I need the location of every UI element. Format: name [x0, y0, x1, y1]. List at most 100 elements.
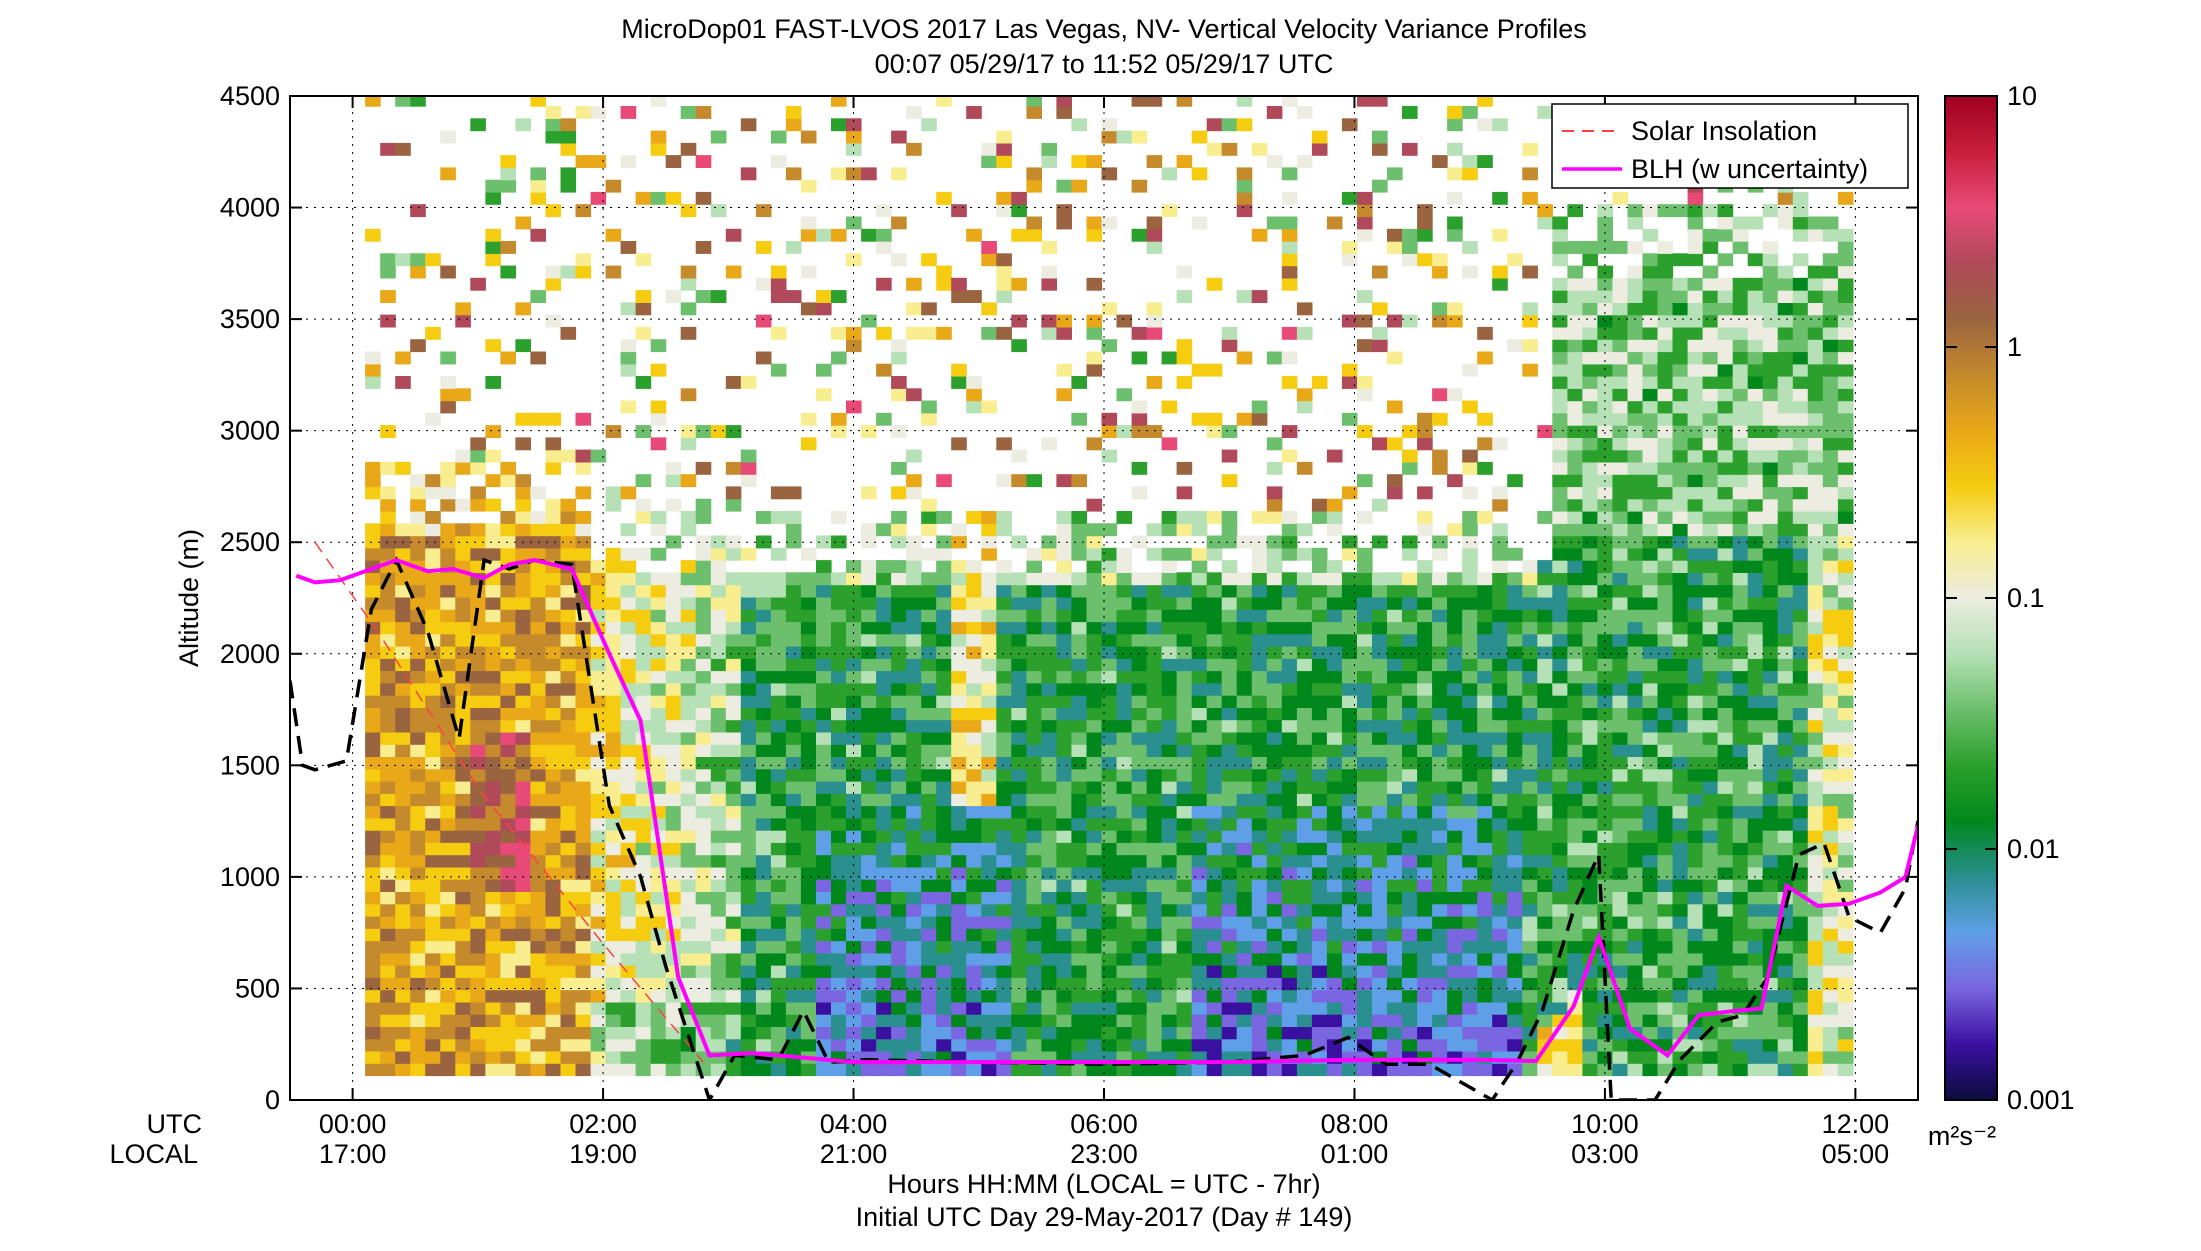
- heatmap-cell: [1237, 1026, 1253, 1039]
- heatmap-cell: [951, 732, 967, 745]
- heatmap-cell: [380, 965, 396, 978]
- heatmap-cell: [786, 683, 802, 696]
- heatmap-cell: [651, 1063, 667, 1076]
- heatmap-cell: [1207, 793, 1223, 806]
- heatmap-cell: [1192, 707, 1208, 720]
- heatmap-cell: [696, 621, 712, 634]
- heatmap-cell: [1628, 327, 1644, 340]
- heatmap-cell: [1703, 266, 1719, 279]
- heatmap-cell: [1237, 352, 1253, 365]
- heatmap-cell: [726, 867, 742, 880]
- heatmap-cell: [1147, 695, 1163, 708]
- heatmap-cell: [1462, 462, 1478, 475]
- heatmap-cell: [636, 818, 652, 831]
- heatmap-cell: [1582, 486, 1598, 499]
- heatmap-cell: [1643, 302, 1659, 315]
- heatmap-cell: [1026, 1002, 1042, 1015]
- heatmap-cell: [1537, 621, 1553, 634]
- heatmap-cell: [636, 609, 652, 622]
- heatmap-cell: [1252, 830, 1268, 843]
- heatmap-cell: [1688, 867, 1704, 880]
- heatmap-cell: [771, 793, 787, 806]
- heatmap-cell: [1447, 683, 1463, 696]
- heatmap-cell: [1207, 646, 1223, 659]
- heatmap-cell: [1673, 388, 1689, 401]
- heatmap-cell: [1252, 806, 1268, 819]
- heatmap-cell: [1658, 560, 1674, 573]
- heatmap-cell: [651, 1039, 667, 1052]
- heatmap-cell: [470, 658, 486, 671]
- heatmap-cell: [726, 683, 742, 696]
- heatmap-cell: [395, 720, 411, 733]
- heatmap-cell: [981, 720, 997, 733]
- heatmap-cell: [1673, 867, 1689, 880]
- heatmap-cell: [470, 1063, 486, 1076]
- heatmap-cell: [1507, 916, 1523, 929]
- heatmap-cell: [1522, 167, 1538, 180]
- heatmap-cell: [756, 756, 772, 769]
- heatmap-cell: [981, 241, 997, 254]
- heatmap-cell: [1132, 806, 1148, 819]
- heatmap-cell: [1718, 695, 1734, 708]
- heatmap-cell: [1673, 732, 1689, 745]
- heatmap-cell: [546, 266, 562, 279]
- heatmap-cell: [741, 830, 757, 843]
- heatmap-cell: [1462, 867, 1478, 880]
- heatmap-cell: [1567, 327, 1583, 340]
- heatmap-cell: [1162, 634, 1178, 647]
- heatmap-cell: [1688, 781, 1704, 794]
- heatmap-cell: [1041, 327, 1057, 340]
- heatmap-cell: [651, 695, 667, 708]
- heatmap-cell: [485, 830, 501, 843]
- heatmap-cell: [1372, 928, 1388, 941]
- heatmap-cell: [530, 523, 546, 536]
- heatmap-cell: [1688, 302, 1704, 315]
- heatmap-cell: [1567, 450, 1583, 463]
- heatmap-cell: [681, 634, 697, 647]
- heatmap-cell: [1447, 192, 1463, 205]
- heatmap-cell: [741, 781, 757, 794]
- heatmap-cell: [666, 1002, 682, 1015]
- heatmap-cell: [906, 450, 922, 463]
- heatmap-cell: [846, 609, 862, 622]
- heatmap-cell: [1507, 818, 1523, 831]
- heatmap-cell: [1357, 793, 1373, 806]
- heatmap-cell: [1417, 744, 1433, 757]
- heatmap-cell: [1582, 621, 1598, 634]
- heatmap-cell: [425, 1014, 441, 1027]
- heatmap-cell: [981, 671, 997, 684]
- heatmap-cell: [756, 830, 772, 843]
- heatmap-cell: [771, 278, 787, 291]
- heatmap-cell: [380, 769, 396, 782]
- heatmap-cell: [1192, 585, 1208, 598]
- heatmap-cell: [395, 806, 411, 819]
- heatmap-cell: [636, 253, 652, 266]
- heatmap-cell: [891, 462, 907, 475]
- heatmap-cell: [666, 671, 682, 684]
- heatmap-cell: [771, 891, 787, 904]
- heatmap-cell: [891, 1026, 907, 1039]
- heatmap-cell: [891, 560, 907, 573]
- heatmap-cells: [365, 94, 1853, 1076]
- heatmap-cell: [1567, 437, 1583, 450]
- heatmap-cell: [726, 266, 742, 279]
- heatmap-cell: [1492, 572, 1508, 585]
- heatmap-cell: [606, 990, 622, 1003]
- heatmap-cell: [1402, 830, 1418, 843]
- heatmap-cell: [1492, 818, 1508, 831]
- heatmap-cell: [936, 646, 952, 659]
- heatmap-cell: [636, 302, 652, 315]
- heatmap-cell: [1011, 1026, 1027, 1039]
- heatmap-cell: [500, 523, 516, 536]
- heatmap-cell: [1071, 842, 1087, 855]
- heatmap-cell: [546, 683, 562, 696]
- heatmap-cell: [470, 855, 486, 868]
- heatmap-cell: [1658, 1002, 1674, 1015]
- heatmap-cell: [981, 965, 997, 978]
- heatmap-cell: [1222, 658, 1238, 671]
- heatmap-cell: [621, 720, 637, 733]
- heatmap-cell: [1177, 511, 1193, 524]
- heatmap-cell: [651, 671, 667, 684]
- heatmap-cell: [1462, 106, 1478, 119]
- heatmap-cell: [1582, 1063, 1598, 1076]
